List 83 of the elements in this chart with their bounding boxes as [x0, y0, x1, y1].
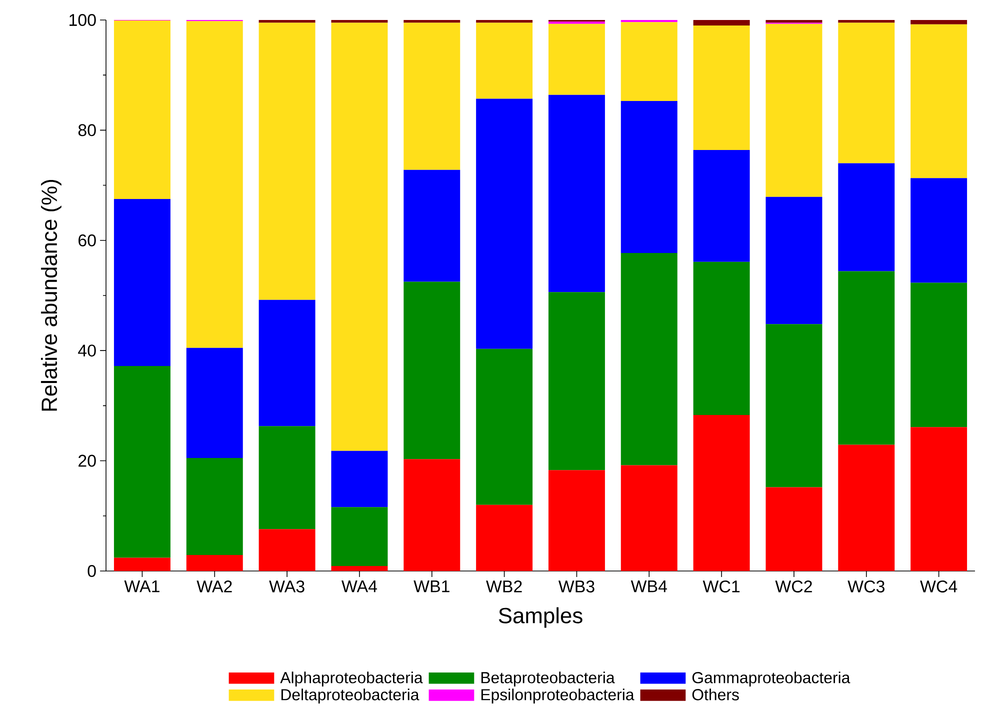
bar — [620, 100, 678, 254]
bar — [910, 178, 968, 283]
bar — [693, 20, 750, 26]
bar — [838, 163, 895, 272]
bar — [693, 25, 750, 150]
bar — [476, 348, 533, 505]
bar — [693, 415, 750, 571]
y-axis-title: Relative abundance (%) — [40, 180, 62, 411]
bar — [548, 470, 605, 571]
y-tick-label: 20 — [78, 454, 96, 467]
bar — [548, 94, 605, 292]
bar — [404, 20, 460, 23]
x-tick-label: WC1 — [702, 580, 740, 592]
bar — [766, 324, 822, 488]
x-tick-label: WA2 — [196, 580, 232, 592]
bar — [766, 196, 822, 324]
bar — [766, 24, 822, 197]
bar — [620, 22, 678, 101]
bar — [114, 20, 170, 200]
legend-label: Others — [692, 688, 739, 700]
bar — [331, 20, 388, 23]
bar — [186, 458, 243, 556]
bar — [404, 22, 460, 170]
y-tick-label: 0 — [88, 564, 96, 577]
y-tick-label: 60 — [78, 234, 96, 246]
x-tick-label: WB2 — [486, 580, 522, 592]
x-tick-label: WA4 — [342, 580, 378, 592]
y-tick-label: 40 — [78, 344, 96, 357]
bar — [258, 20, 316, 23]
bar — [766, 20, 822, 23]
x-tick-label: WB3 — [558, 580, 594, 592]
bar — [838, 444, 895, 571]
bar — [548, 292, 605, 470]
bar — [693, 262, 750, 416]
bar — [766, 487, 822, 571]
bar — [404, 459, 460, 571]
legend-label: Alphaproteobacteria — [280, 672, 423, 686]
bar — [186, 555, 243, 571]
bar — [404, 282, 460, 460]
bar — [258, 300, 316, 426]
y-tick-label: 80 — [78, 124, 96, 136]
bar — [476, 98, 533, 349]
bar — [476, 20, 533, 23]
bar — [186, 348, 243, 458]
bar — [620, 20, 678, 22]
bar — [404, 170, 460, 282]
x-tick-label: WC2 — [775, 580, 812, 592]
x-tick-label: WC4 — [920, 580, 958, 592]
bar — [114, 199, 170, 366]
x-tick-label: WA3 — [269, 580, 304, 592]
bar — [910, 20, 968, 24]
x-tick-label: WC3 — [848, 580, 884, 592]
bar — [620, 465, 678, 571]
bar — [331, 566, 388, 571]
bar — [476, 22, 533, 99]
x-tick-label: WB1 — [414, 580, 450, 592]
x-tick-label: WA1 — [124, 580, 160, 592]
bar — [548, 24, 605, 95]
legend-label: Gammaproteobacteria — [692, 672, 850, 686]
bar — [620, 253, 678, 466]
x-tick-label: WB4 — [630, 580, 667, 592]
bar — [258, 529, 316, 571]
bar — [258, 22, 316, 300]
bar — [114, 366, 170, 558]
legend-label: Deltaproteobacteria — [281, 688, 420, 704]
bar — [693, 150, 750, 262]
bar — [258, 426, 316, 530]
bar — [910, 282, 968, 428]
bar — [910, 427, 968, 571]
legend-label: Epsilonproteobacteria — [481, 688, 634, 704]
bar — [186, 21, 243, 348]
bar — [838, 271, 895, 445]
bar — [838, 20, 895, 23]
bar — [838, 22, 895, 164]
bar — [476, 504, 533, 571]
bar — [331, 507, 388, 566]
bar — [331, 22, 388, 451]
bar — [331, 450, 388, 508]
bar — [910, 24, 968, 178]
x-axis-title: Samples — [498, 607, 582, 628]
bar — [114, 558, 170, 571]
legend-label: Betaproteobacteria — [481, 672, 615, 686]
y-tick-label: 100 — [70, 14, 96, 26]
